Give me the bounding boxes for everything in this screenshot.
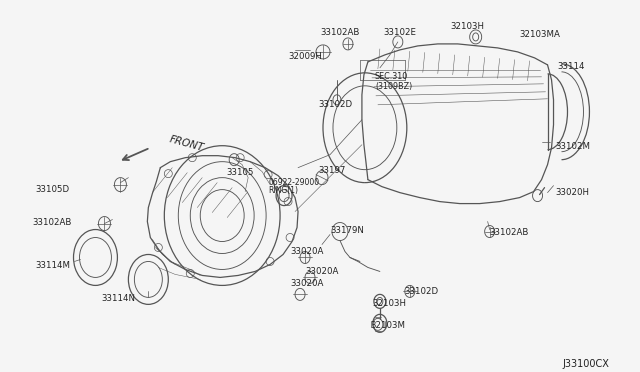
Text: 33102AB: 33102AB [490, 228, 529, 237]
Text: 33020H: 33020H [556, 187, 589, 197]
Text: 33102D: 33102D [318, 100, 352, 109]
Text: 33102E: 33102E [383, 28, 417, 37]
Text: J33100CX: J33100CX [563, 359, 609, 369]
Text: 33102D: 33102D [405, 288, 439, 296]
Text: 33197: 33197 [318, 166, 346, 175]
Text: 33020A: 33020A [290, 247, 323, 256]
Text: 33114N: 33114N [101, 294, 136, 304]
Text: 33114M: 33114M [35, 262, 70, 270]
Text: 33179N: 33179N [330, 225, 364, 234]
Text: RING(1): RING(1) [268, 186, 298, 195]
Text: 06922-29000: 06922-29000 [268, 178, 319, 187]
Text: 33102M: 33102M [556, 142, 591, 151]
Text: 33105: 33105 [227, 168, 254, 177]
Text: SEC.310
(3109BZ): SEC.310 (3109BZ) [375, 72, 412, 91]
Text: 33114: 33114 [557, 62, 585, 71]
Text: 32103H: 32103H [372, 299, 406, 308]
Text: 33102AB: 33102AB [320, 28, 360, 37]
Text: 33020A: 33020A [305, 267, 339, 276]
Text: 32103M: 32103M [370, 321, 405, 330]
Text: 32103MA: 32103MA [520, 30, 561, 39]
Text: FRONT: FRONT [168, 134, 205, 153]
Text: 33105D: 33105D [35, 185, 70, 193]
Text: 32009H: 32009H [288, 52, 322, 61]
Text: 33102AB: 33102AB [33, 218, 72, 227]
Text: 33020A: 33020A [290, 279, 323, 288]
Text: 32103H: 32103H [451, 22, 484, 31]
